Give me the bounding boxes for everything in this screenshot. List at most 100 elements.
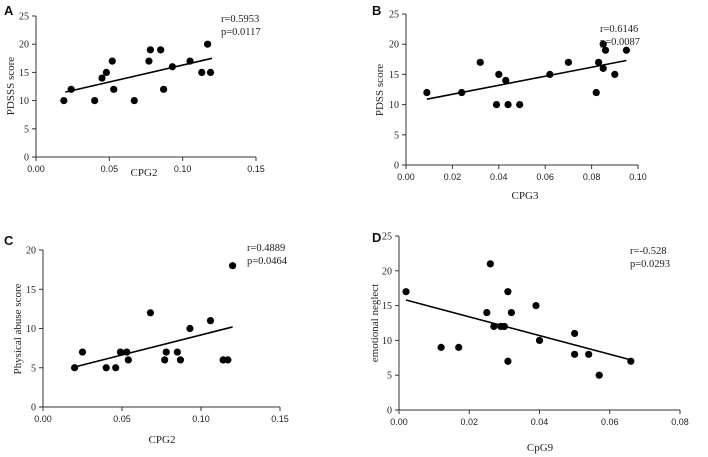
panel-b-x-tick-label: 0.08 xyxy=(583,172,601,182)
panel-c: C 0 5 10 15 20 0.00 0.05 0.10 0.15 CPG2 Physical ab… xyxy=(4,233,289,446)
panel-d: D 0 5 10 15 20 25 0.00 0.02 0.04 0.06 0.08 CpG9 emoti… xyxy=(369,230,689,454)
panel-c-x-tick-label: 0.15 xyxy=(271,414,289,424)
panel-b-letter: B xyxy=(372,3,381,18)
panel-c-letter: C xyxy=(4,233,14,248)
panel-d-data-point xyxy=(585,350,593,358)
panel-d-data-point xyxy=(532,302,540,310)
panel-a-data-point xyxy=(146,46,154,54)
panel-d-data-point xyxy=(627,357,635,365)
panel-a-r-value: r=0.5953 xyxy=(221,14,259,25)
panel-b-data-point xyxy=(592,88,600,97)
panel-a-data-point xyxy=(145,57,153,65)
panel-b-y-tick-label: 10 xyxy=(389,100,399,111)
panel-a-data-point xyxy=(204,40,212,48)
panel-c-x-axis-title: CPG2 xyxy=(149,434,176,446)
panel-c-data-point xyxy=(124,356,132,364)
panel-d-y-axis-title: emotional neglect xyxy=(369,284,381,363)
panel-d-y-tick-label: 10 xyxy=(382,336,392,347)
panel-a-data-point xyxy=(160,85,168,93)
panel-b-data-point xyxy=(495,70,503,78)
panel-c-data-point xyxy=(112,364,120,372)
panel-d-data-point xyxy=(437,343,445,351)
panel-b-data-point xyxy=(599,40,607,48)
panel-b-data-point xyxy=(594,58,603,66)
panel-c-data-point xyxy=(229,262,237,270)
panel-b-data-point xyxy=(423,88,431,97)
panel-a-p-value: p=0.0117 xyxy=(221,27,261,38)
panel-b-y-tick-label: 5 xyxy=(394,130,399,141)
panel-b-x-tick-label: 0.04 xyxy=(490,172,508,182)
panel-a-y-tick-label: 15 xyxy=(19,68,29,79)
panel-c-y-tick-label: 10 xyxy=(26,324,36,335)
panel-d-y-tick-label: 25 xyxy=(382,232,392,243)
panel-b-data-point xyxy=(458,88,466,97)
panel-a-data-point xyxy=(108,57,116,65)
panel-a-data-point xyxy=(157,46,165,54)
panel-b-x-tick-label: 0.02 xyxy=(444,172,462,182)
panel-b-y-tick-label: 0 xyxy=(394,161,399,172)
panel-a-data-point xyxy=(206,68,215,76)
panel-d-x-tick-label: 0.00 xyxy=(390,417,408,427)
panel-d-data-point xyxy=(402,288,410,296)
panel-d-p-value: p=0.0293 xyxy=(630,259,670,270)
panel-a-y-tick-label: 20 xyxy=(19,40,29,51)
panel-c-x-tick-label: 0.05 xyxy=(113,414,131,424)
panel-c-data-point xyxy=(146,309,155,317)
panel-c-x-tick-label: 0.00 xyxy=(34,414,52,424)
panel-c-p-value: p=0.0464 xyxy=(247,256,288,267)
panel-b-data-point xyxy=(504,101,512,109)
panel-d-x-tick-label: 0.08 xyxy=(671,417,689,427)
panel-d-y-tick-label: 5 xyxy=(387,371,392,382)
panel-a-y-axis-title: PDSSS score xyxy=(5,57,17,115)
panel-b-x-tick-label: 0.06 xyxy=(536,172,554,182)
panel-c-y-tick-label: 20 xyxy=(26,246,36,257)
panel-b-x-tick-label: 0.10 xyxy=(629,172,647,182)
panel-b: B 0 5 10 15 20 25 0.00 0.02 0.04 0.06 0.08 0.10 CPG3 P… xyxy=(372,3,647,202)
panel-c-data-point xyxy=(176,356,185,364)
panel-d-data-point xyxy=(595,371,603,379)
panel-a-data-point xyxy=(98,74,106,82)
panel-d-data-point xyxy=(455,343,463,351)
panel-a: A 0 5 10 15 20 25 0.00 0.05 0.10 0.15 CPG2 PDSSS sco… xyxy=(4,3,265,179)
panel-d-x-tick-label: 0.02 xyxy=(460,417,478,427)
panel-d-data-point xyxy=(486,260,494,268)
panel-b-data-point xyxy=(502,76,510,85)
panel-a-data-point xyxy=(102,68,110,76)
panel-b-data-point xyxy=(599,64,607,72)
panel-d-x-axis-title: CpG9 xyxy=(527,442,554,454)
panel-d-data-point xyxy=(571,329,579,338)
panel-c-data-point xyxy=(186,324,194,333)
panel-c-data-point xyxy=(123,348,131,356)
panel-a-data-point xyxy=(67,85,75,93)
panel-a-x-axis-title: CPG2 xyxy=(131,167,158,179)
panel-b-r-value: r=0.6146 xyxy=(600,24,638,35)
panel-c-data-point xyxy=(116,348,125,356)
panel-b-data-point xyxy=(516,101,524,109)
panel-a-data-point xyxy=(186,57,194,65)
panel-d-x-tick-label: 0.04 xyxy=(531,417,549,427)
panel-c-data-point xyxy=(162,348,170,356)
panel-c-data-point xyxy=(224,356,232,364)
panel-a-data-point xyxy=(91,97,99,105)
panel-a-x-tick-label: 0.15 xyxy=(247,164,265,174)
panel-a-x-tick-label: 0.00 xyxy=(27,164,45,174)
panel-a-y-tick-label: 5 xyxy=(24,124,29,135)
panel-b-data-point xyxy=(611,70,619,78)
panel-a-data-point xyxy=(110,85,118,93)
panel-d-data-point xyxy=(490,322,498,331)
panel-d-data-point xyxy=(483,308,491,317)
panel-b-data-point xyxy=(476,58,484,66)
panel-a-x-tick-label: 0.05 xyxy=(101,164,119,174)
panel-d-data-point xyxy=(504,357,512,365)
panel-a-regression-line xyxy=(65,57,213,93)
panel-d-data-point xyxy=(507,308,515,317)
panel-d-data-point xyxy=(500,322,508,331)
panel-c-data-point xyxy=(173,348,181,356)
panel-c-data-point xyxy=(102,364,110,372)
panel-d-x-tick-label: 0.06 xyxy=(601,417,619,427)
panel-d-y-tick-label: 20 xyxy=(382,266,392,277)
panel-c-r-value: r=0.4889 xyxy=(247,243,285,254)
panel-b-data-point xyxy=(601,46,610,54)
panel-c-data-point xyxy=(206,317,215,325)
panel-b-data-point xyxy=(546,70,554,78)
